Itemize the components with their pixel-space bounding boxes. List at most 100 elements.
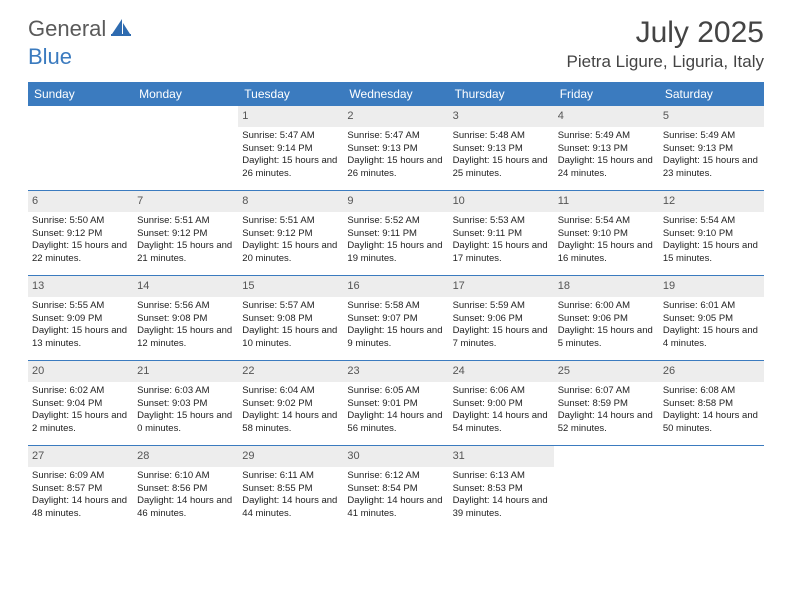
day-number: 27 — [28, 446, 133, 467]
sunrise-text: Sunrise: 6:12 AM — [347, 470, 444, 483]
sunset-text: Sunset: 9:14 PM — [242, 143, 339, 156]
week-row: 6Sunrise: 5:50 AMSunset: 9:12 PMDaylight… — [28, 191, 764, 276]
sunset-text: Sunset: 9:05 PM — [663, 313, 760, 326]
calendar-cell: 28Sunrise: 6:10 AMSunset: 8:56 PMDayligh… — [133, 446, 238, 530]
day-number: 25 — [554, 361, 659, 382]
sunrise-text: Sunrise: 5:57 AM — [242, 300, 339, 313]
sunset-text: Sunset: 8:58 PM — [663, 398, 760, 411]
daylight-text: Daylight: 14 hours and 52 minutes. — [558, 410, 655, 436]
calendar-cell: 2Sunrise: 5:47 AMSunset: 9:13 PMDaylight… — [343, 106, 448, 190]
daylight-text: Daylight: 14 hours and 41 minutes. — [347, 495, 444, 521]
sunrise-text: Sunrise: 6:00 AM — [558, 300, 655, 313]
calendar-cell — [554, 446, 659, 530]
logo: General — [28, 16, 134, 42]
logo-text-blue: Blue — [28, 44, 72, 69]
sunrise-text: Sunrise: 5:48 AM — [453, 130, 550, 143]
daylight-text: Daylight: 15 hours and 10 minutes. — [242, 325, 339, 351]
calendar-cell: 14Sunrise: 5:56 AMSunset: 9:08 PMDayligh… — [133, 276, 238, 360]
sunrise-text: Sunrise: 5:54 AM — [558, 215, 655, 228]
day-number — [659, 446, 764, 452]
sunset-text: Sunset: 9:03 PM — [137, 398, 234, 411]
calendar-cell: 1Sunrise: 5:47 AMSunset: 9:14 PMDaylight… — [238, 106, 343, 190]
calendar-cell: 18 Sunrise: 6:00 AMSunset: 9:06 PMDayligh… — [554, 276, 659, 360]
calendar-cell: 10Sunrise: 5:53 AMSunset: 9:11 PMDayligh… — [449, 191, 554, 275]
day-number: 24 — [449, 361, 554, 382]
calendar-cell: 29Sunrise: 6:11 AMSunset: 8:55 PMDayligh… — [238, 446, 343, 530]
day-header-mon: Monday — [133, 82, 238, 106]
day-number: 13 — [28, 276, 133, 297]
calendar-cell: 7 Sunrise: 5:51 AMSunset: 9:12 PMDaylight… — [133, 191, 238, 275]
daylight-text: Daylight: 15 hours and 15 minutes. — [663, 240, 760, 266]
daylight-text: Daylight: 14 hours and 54 minutes. — [453, 410, 550, 436]
sunrise-text: Sunrise: 6:03 AM — [137, 385, 234, 398]
daylight-text: Daylight: 15 hours and 16 minutes. — [558, 240, 655, 266]
sunset-text: Sunset: 9:08 PM — [137, 313, 234, 326]
sunrise-text: Sunrise: 5:53 AM — [453, 215, 550, 228]
day-number: 8 — [238, 191, 343, 212]
location-subtitle: Pietra Ligure, Liguria, Italy — [567, 52, 765, 72]
sunset-text: Sunset: 9:12 PM — [137, 228, 234, 241]
calendar-cell: 13Sunrise: 5:55 AMSunset: 9:09 PMDayligh… — [28, 276, 133, 360]
week-row: 27 Sunrise: 6:09 AMSunset: 8:57 PM Dayligh… — [28, 446, 764, 530]
day-number: 10 — [449, 191, 554, 212]
daylight-text: Daylight: 14 hours and 58 minutes. — [242, 410, 339, 436]
daylight-text: Daylight: 15 hours and 4 minutes. — [663, 325, 760, 351]
day-header-fri: Friday — [554, 82, 659, 106]
daylight-text: Daylight: 14 hours and 44 minutes. — [242, 495, 339, 521]
day-number: 4 — [554, 106, 659, 127]
daylight-text: Daylight: 15 hours and 0 minutes. — [137, 410, 234, 436]
sunrise-text: Sunrise: 5:51 AM — [137, 215, 234, 228]
sunrise-text: Sunrise: 5:52 AM — [347, 215, 444, 228]
calendar-cell: 21 Sunrise: 6:03 AMSunset: 9:03 PMDayligh… — [133, 361, 238, 445]
daylight-text: Daylight: 14 hours and 46 minutes. — [137, 495, 234, 521]
sunset-text: Sunset: 9:04 PM — [32, 398, 129, 411]
sunset-text: Sunset: 9:06 PM — [558, 313, 655, 326]
sunset-text: Sunset: 9:02 PM — [242, 398, 339, 411]
day-number: 28 — [133, 446, 238, 467]
day-header-thu: Thursday — [449, 82, 554, 106]
day-number: 7 — [133, 191, 238, 212]
sunset-text: Sunset: 8:53 PM — [453, 483, 550, 496]
daylight-text: Daylight: 15 hours and 7 minutes. — [453, 325, 550, 351]
weeks-container: 1Sunrise: 5:47 AMSunset: 9:14 PMDaylight… — [28, 106, 764, 530]
logo-sail-icon — [110, 17, 132, 42]
sunset-text: Sunset: 9:11 PM — [347, 228, 444, 241]
page-header: General July 2025 Pietra Ligure, Liguria… — [0, 0, 792, 78]
calendar-cell: 23Sunrise: 6:05 AMSunset: 9:01 PMDayligh… — [343, 361, 448, 445]
day-number: 18 — [554, 276, 659, 297]
sunset-text: Sunset: 9:13 PM — [347, 143, 444, 156]
day-number: 26 — [659, 361, 764, 382]
sunrise-text: Sunrise: 5:54 AM — [663, 215, 760, 228]
calendar-cell: 6Sunrise: 5:50 AMSunset: 9:12 PMDaylight… — [28, 191, 133, 275]
sunrise-text: Sunrise: 5:49 AM — [663, 130, 760, 143]
calendar-cell: 4Sunrise: 5:49 AMSunset: 9:13 PMDaylight… — [554, 106, 659, 190]
sunrise-text: Sunrise: 5:55 AM — [32, 300, 129, 313]
day-number: 12 — [659, 191, 764, 212]
calendar-cell: 3Sunrise: 5:48 AMSunset: 9:13 PMDaylight… — [449, 106, 554, 190]
day-number: 21 — [133, 361, 238, 382]
sunset-text: Sunset: 8:57 PM — [32, 483, 129, 496]
sunrise-text: Sunrise: 6:13 AM — [453, 470, 550, 483]
daylight-text: Daylight: 15 hours and 5 minutes. — [558, 325, 655, 351]
day-number: 23 — [343, 361, 448, 382]
sunset-text: Sunset: 8:55 PM — [242, 483, 339, 496]
sunset-text: Sunset: 9:00 PM — [453, 398, 550, 411]
sunset-text: Sunset: 9:10 PM — [558, 228, 655, 241]
calendar-cell: 30Sunrise: 6:12 AMSunset: 8:54 PMDayligh… — [343, 446, 448, 530]
calendar-cell: 31Sunrise: 6:13 AMSunset: 8:53 PMDayligh… — [449, 446, 554, 530]
sunset-text: Sunset: 8:59 PM — [558, 398, 655, 411]
sunrise-text: Sunrise: 6:09 AM — [32, 470, 129, 483]
calendar-cell — [28, 106, 133, 190]
daylight-text: Daylight: 15 hours and 23 minutes. — [663, 155, 760, 181]
daylight-text: Daylight: 15 hours and 22 minutes. — [32, 240, 129, 266]
sunset-text: Sunset: 9:13 PM — [558, 143, 655, 156]
daylight-text: Daylight: 15 hours and 19 minutes. — [347, 240, 444, 266]
day-number: 31 — [449, 446, 554, 467]
calendar-cell: 27Sunrise: 6:09 AMSunset: 8:57 PMDayligh… — [28, 446, 133, 530]
sunrise-text: Sunrise: 6:05 AM — [347, 385, 444, 398]
day-number: 30 — [343, 446, 448, 467]
daylight-text: Daylight: 15 hours and 21 minutes. — [137, 240, 234, 266]
week-row: 1Sunrise: 5:47 AMSunset: 9:14 PMDaylight… — [28, 106, 764, 191]
calendar-cell: 24Sunrise: 6:06 AMSunset: 9:00 PMDayligh… — [449, 361, 554, 445]
calendar-cell: 12Sunrise: 5:54 AMSunset: 9:10 PMDayligh… — [659, 191, 764, 275]
